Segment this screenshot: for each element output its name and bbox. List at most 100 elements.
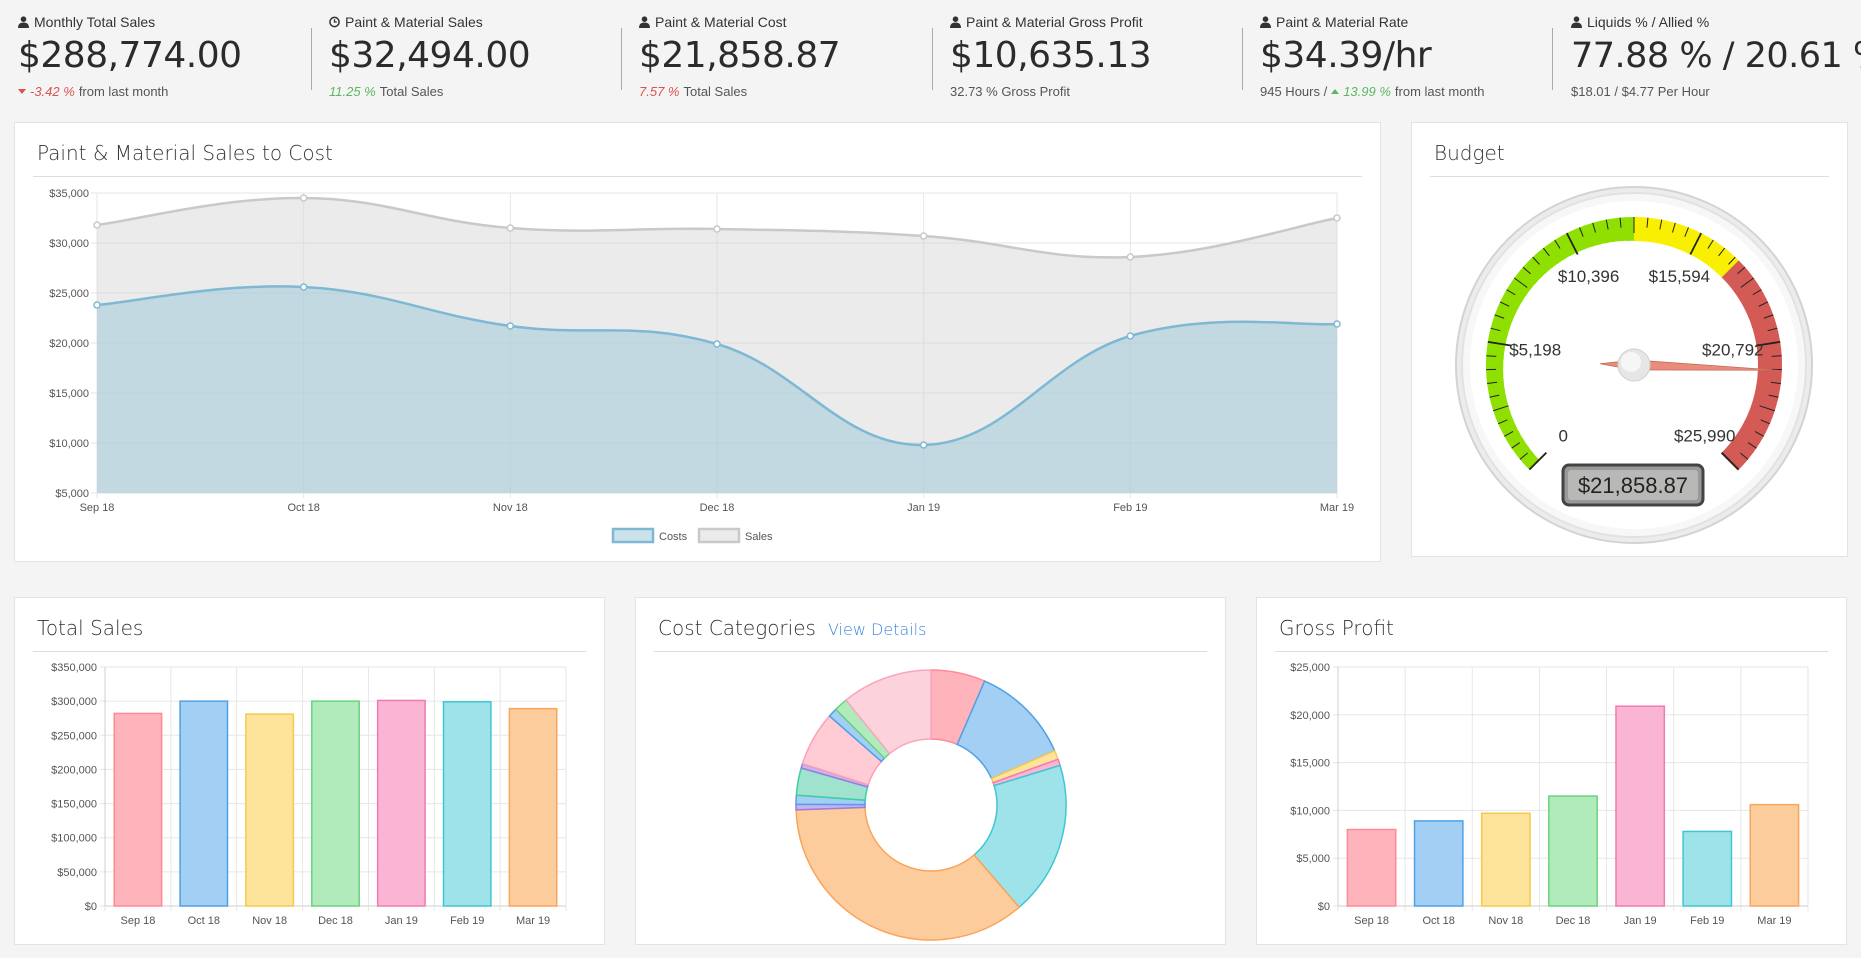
gauge-band-green: [1509, 276, 1531, 296]
gauge-tick: [1489, 394, 1500, 398]
gauge-tick: [1768, 394, 1779, 398]
kpi-value: $32,494.00: [329, 35, 531, 76]
panel-title: Total Sales: [37, 616, 144, 640]
gauge-tick: [1707, 239, 1714, 249]
x-tick-label: Feb 19: [1690, 915, 1724, 927]
gauge-tick: [1532, 256, 1540, 265]
data-point: [1126, 332, 1135, 340]
gauge-tick: [1684, 227, 1689, 237]
data-point: [299, 194, 308, 202]
legend-swatch: [611, 527, 655, 544]
data-point: [1333, 214, 1341, 222]
gauge-band-green: [1486, 357, 1504, 368]
kpi-divider: [1552, 28, 1553, 90]
x-tick-label: Dec 18: [318, 915, 353, 927]
gauge-band-red: [1748, 403, 1775, 423]
bar: [113, 712, 163, 907]
caret-down-icon: [18, 89, 26, 94]
gauge-tick: [1486, 355, 1497, 357]
gauge-tick: [1740, 277, 1755, 288]
bar: [508, 707, 558, 907]
gauge-value-text: $21,858.87: [1578, 473, 1688, 498]
kpi-label: Paint & Material Sales: [345, 14, 483, 30]
kpi-percent: 13.99 %: [1343, 84, 1391, 99]
gauge-tick: [1758, 301, 1769, 307]
gauge-band-green: [1625, 217, 1636, 241]
bar: [311, 700, 360, 907]
sales-to-cost-panel: Paint & Material Sales to Cost $5,000 $10…: [14, 122, 1381, 562]
panel-title: Gross Profit: [1279, 616, 1394, 640]
bar: [1480, 812, 1531, 907]
gauge-tick: [1770, 381, 1781, 385]
y-tick-label: $50,000: [57, 867, 97, 879]
y-tick-label: $25,000: [49, 288, 89, 300]
gauge-tick: [1566, 232, 1579, 255]
gauge-tick: [1659, 219, 1663, 230]
gauge-band-green: [1502, 426, 1521, 443]
bar: [1548, 795, 1598, 907]
data-point: [713, 225, 721, 233]
gauge-tick: [1605, 219, 1609, 230]
y-tick-label: $30,000: [49, 238, 89, 250]
budget-panel: Budget 0 $5,198 $10,396 $15,594 $20,792 $25,9…: [1411, 122, 1848, 557]
user-icon: [639, 16, 650, 28]
panel-divider: [33, 176, 1362, 177]
gauge-band-green: [1591, 220, 1606, 246]
gauge-band-green: [1500, 291, 1523, 309]
gauge-band-red: [1721, 260, 1748, 286]
y-tick-label: $150,000: [51, 799, 97, 811]
gauge-band-green: [1537, 246, 1559, 269]
gauge-label: $15,594: [1649, 267, 1710, 286]
clock-icon: [329, 16, 340, 28]
data-point: [506, 224, 515, 232]
y-tick-label: $15,000: [1290, 758, 1330, 770]
gauge-label: $5,198: [1509, 340, 1561, 359]
gauge-band-green: [1582, 223, 1599, 248]
y-tick-label: $15,000: [49, 388, 89, 400]
panel-title: Budget: [1434, 141, 1505, 165]
gauge-tick: [1619, 217, 1622, 228]
gauge-tick: [1740, 452, 1749, 460]
gross-profit-chart: $0 $5,000 $10,000 $15,000 $20,000 $25,000 Sep …: [1290, 662, 1809, 927]
y-tick-label: $250,000: [51, 730, 97, 742]
gauge-tick: [1528, 452, 1547, 471]
gauge-band-green: [1491, 315, 1513, 330]
y-tick-label: $0: [85, 901, 97, 913]
x-tick-label: Jan 19: [1624, 915, 1657, 927]
data-point: [1126, 253, 1135, 261]
view-details-link[interactable]: View Details: [827, 620, 927, 639]
gauge-tick: [1522, 266, 1531, 275]
panel-divider: [1275, 651, 1828, 652]
gauge-band-green: [1574, 225, 1592, 250]
gauge-tick: [1506, 289, 1516, 296]
bar: [1615, 705, 1666, 907]
gauge-band-green: [1616, 217, 1628, 242]
panel-divider: [1430, 176, 1829, 177]
gauge-band-green: [1511, 440, 1530, 457]
x-tick-label: Oct 18: [1423, 915, 1455, 927]
budget-gauge: 0 $5,198 $10,396 $15,594 $20,792 $25,990 $21,8…: [1455, 186, 1813, 544]
kpi-percent: -3.42 %: [30, 84, 75, 99]
data-point: [299, 283, 308, 291]
cost-categories-chart: [795, 669, 1067, 941]
x-tick-label: Mar 19: [1320, 502, 1354, 514]
gauge-band-red: [1757, 365, 1782, 378]
gauge-tick: [1767, 327, 1778, 332]
kpi-paint-material-rate: Paint & Material Rate $34.39/hr 945 Hour…: [1260, 14, 1485, 104]
x-tick-label: Nov 18: [252, 915, 287, 927]
gauge-tick: [1763, 314, 1774, 319]
kpi-label: Liquids % / Allied %: [1587, 14, 1710, 30]
gauge-band-red: [1733, 429, 1761, 454]
total-sales-chart: $0 $50,000 $100,000 $150,000 $200,000 $250,00…: [51, 662, 567, 927]
x-tick-label: Nov 18: [493, 502, 528, 514]
gauge-tick: [1493, 405, 1509, 412]
gauge-tick: [1672, 222, 1676, 233]
gauge-band-green: [1531, 251, 1553, 274]
gauge-band-green: [1499, 419, 1517, 435]
gauge-band-green: [1487, 381, 1506, 394]
data-point: [93, 221, 101, 229]
x-tick-label: Sep 18: [1354, 915, 1389, 927]
cost-categories-panel: Cost Categories View Details: [635, 597, 1226, 945]
kpi-paint-material-cost: Paint & Material Cost $21,858.87 7.57 % …: [639, 14, 841, 104]
gauge-tick: [1737, 266, 1746, 275]
